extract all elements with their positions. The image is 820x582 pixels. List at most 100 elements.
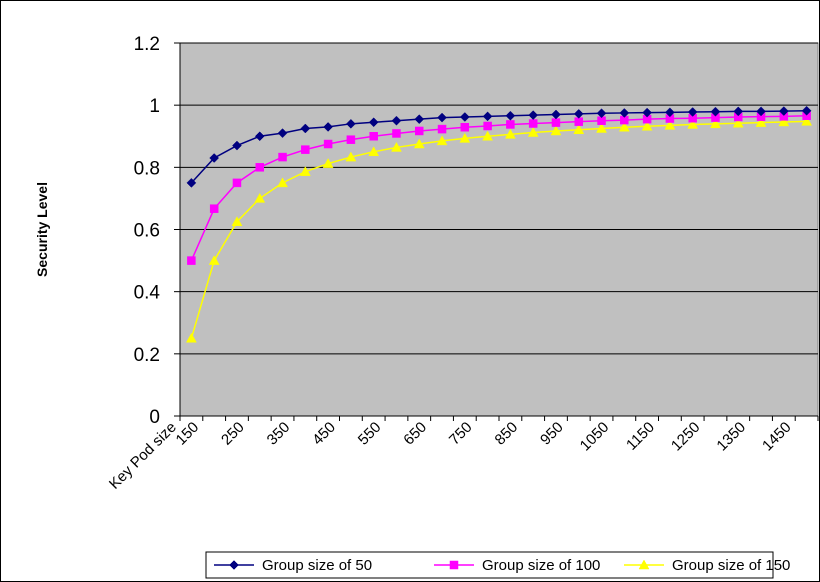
legend-box bbox=[205, 551, 774, 579]
data-point-diamond bbox=[756, 106, 766, 117]
data-point-triangle bbox=[755, 117, 767, 127]
data-point-diamond bbox=[232, 140, 242, 151]
series-layer bbox=[185, 105, 813, 343]
series-line bbox=[190, 114, 807, 261]
data-point-diamond bbox=[459, 112, 470, 122]
data-point-square bbox=[574, 117, 583, 126]
data-point-diamond bbox=[437, 112, 447, 123]
y-axis-title: Security Level bbox=[34, 182, 50, 277]
axes bbox=[174, 42, 819, 421]
gridlines bbox=[180, 42, 818, 355]
data-point-diamond bbox=[391, 115, 402, 126]
legend-item-2: Group size of 100 bbox=[434, 557, 600, 574]
data-point-diamond bbox=[186, 178, 197, 188]
legend-item-3: Group size of 150 bbox=[624, 557, 790, 574]
y-axis-ticks: 0 0.2 0.4 0.6 0.8 1 1.2 bbox=[134, 34, 161, 428]
data-point-square bbox=[392, 129, 401, 138]
data-point-square bbox=[255, 163, 264, 172]
data-point-square bbox=[483, 121, 492, 131]
legend-label: Group size of 50 bbox=[262, 557, 372, 574]
data-point-square bbox=[301, 145, 310, 154]
data-point-diamond bbox=[368, 117, 379, 128]
series-line bbox=[190, 110, 807, 184]
data-point-diamond bbox=[733, 106, 744, 117]
data-point-square bbox=[528, 119, 538, 128]
legend-label: Group size of 150 bbox=[672, 557, 790, 574]
y-tick-label: 0 bbox=[149, 407, 160, 428]
data-point-triangle bbox=[391, 141, 402, 152]
data-point-square bbox=[369, 132, 378, 141]
y-tick-label: 0.8 bbox=[134, 158, 160, 179]
legend-label: Group size of 100 bbox=[482, 557, 600, 574]
data-point-triangle bbox=[504, 128, 516, 139]
legend-item-1: Group size of 50 bbox=[214, 557, 372, 574]
data-point-square bbox=[278, 152, 287, 162]
data-point-triangle bbox=[368, 146, 380, 157]
data-point-triangle bbox=[322, 158, 334, 168]
series-line bbox=[190, 120, 807, 339]
data-point-diamond bbox=[642, 107, 652, 118]
data-point-triangle bbox=[596, 122, 607, 133]
y-tick-label: 0.6 bbox=[134, 221, 160, 242]
data-point-square bbox=[323, 139, 333, 149]
data-point-triangle bbox=[618, 121, 630, 132]
data-point-triangle bbox=[638, 559, 650, 570]
data-point-square bbox=[232, 178, 242, 188]
data-point-square bbox=[449, 560, 459, 570]
data-point-triangle bbox=[801, 115, 813, 126]
data-point-square bbox=[437, 124, 447, 134]
series-3 bbox=[185, 115, 813, 343]
y-tick-label: 1 bbox=[149, 96, 160, 117]
data-point-triangle bbox=[208, 255, 220, 265]
legend: Group size of 50 Group size of 100 Group s… bbox=[205, 551, 790, 579]
data-point-diamond bbox=[528, 110, 539, 120]
data-point-diamond bbox=[346, 118, 356, 129]
data-point-triangle bbox=[231, 216, 243, 226]
data-point-triangle bbox=[710, 118, 721, 129]
data-point-triangle bbox=[413, 138, 425, 149]
data-point-triangle bbox=[436, 135, 448, 146]
data-point-triangle bbox=[732, 117, 744, 128]
y-tick-label: 0.4 bbox=[134, 283, 161, 304]
data-point-square bbox=[187, 256, 196, 265]
data-point-diamond bbox=[710, 106, 721, 117]
data-point-diamond bbox=[254, 131, 265, 142]
data-point-triangle bbox=[185, 332, 197, 343]
data-point-diamond bbox=[778, 106, 789, 116]
data-point-square bbox=[209, 204, 219, 213]
data-point-diamond bbox=[300, 123, 311, 134]
data-point-diamond bbox=[414, 114, 425, 125]
data-point-diamond bbox=[801, 105, 812, 116]
data-point-diamond bbox=[665, 107, 675, 118]
data-point-triangle bbox=[687, 118, 699, 129]
data-point-triangle bbox=[277, 177, 288, 188]
data-point-triangle bbox=[527, 127, 539, 137]
data-point-diamond bbox=[323, 122, 333, 132]
data-point-diamond bbox=[229, 560, 239, 570]
data-point-triangle bbox=[573, 124, 585, 134]
data-point-triangle bbox=[345, 151, 357, 162]
data-point-triangle bbox=[254, 192, 266, 203]
series-1 bbox=[186, 105, 812, 188]
data-point-triangle bbox=[641, 120, 653, 131]
data-point-diamond bbox=[277, 128, 288, 138]
data-point-triangle bbox=[778, 116, 790, 127]
data-point-square bbox=[551, 118, 561, 127]
data-point-diamond bbox=[573, 109, 584, 119]
data-point-diamond bbox=[505, 110, 516, 121]
data-point-triangle bbox=[664, 119, 676, 130]
data-point-square bbox=[460, 122, 470, 132]
data-point-triangle bbox=[299, 166, 311, 176]
data-point-triangle bbox=[482, 130, 494, 141]
data-point-triangle bbox=[459, 132, 471, 143]
data-point-square bbox=[415, 126, 424, 136]
data-point-triangle bbox=[550, 125, 562, 136]
data-point-diamond bbox=[687, 107, 698, 117]
data-point-square bbox=[346, 135, 356, 144]
data-point-diamond bbox=[619, 108, 630, 118]
data-point-diamond bbox=[209, 153, 220, 163]
y-tick-label: 0.2 bbox=[134, 345, 160, 366]
y-tick-label: 1.2 bbox=[134, 34, 160, 55]
